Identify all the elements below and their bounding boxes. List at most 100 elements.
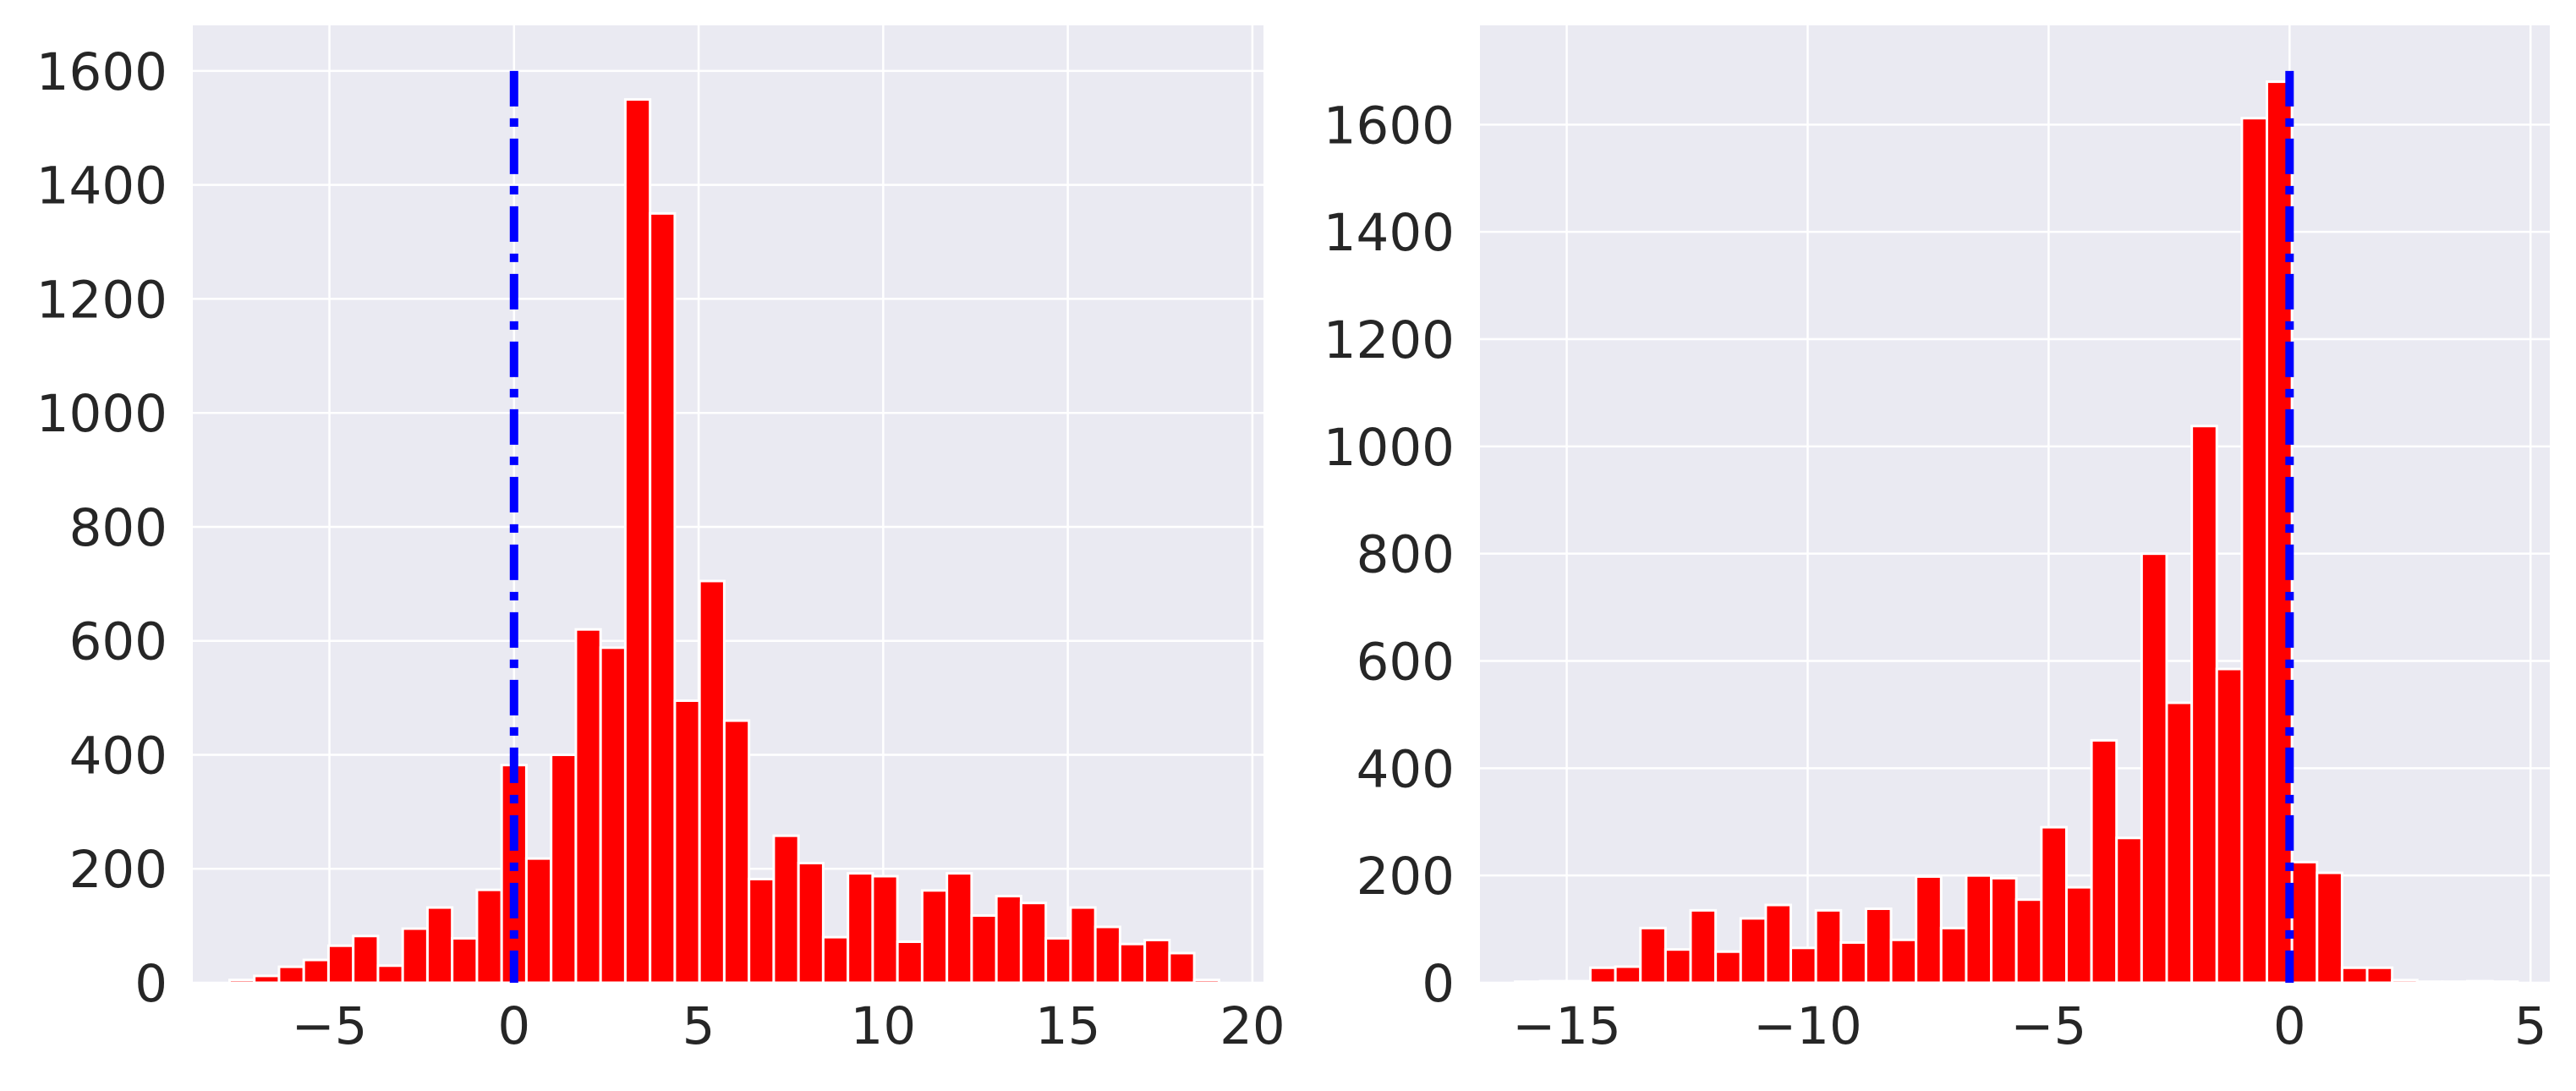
x-tick-label: 0 [497, 996, 530, 1056]
histogram-bar [2190, 425, 2218, 984]
y-tick-label: 400 [69, 726, 167, 786]
histogram-bar [2441, 980, 2469, 984]
histogram-bar [2040, 825, 2068, 984]
histogram-bar [475, 888, 503, 984]
histogram-bar [425, 906, 454, 984]
histogram-bar [1889, 938, 1918, 984]
histogram-bar [995, 895, 1022, 984]
histogram-bar [1990, 876, 2018, 984]
histogram-bar [376, 964, 404, 984]
histogram-bar [1939, 926, 1968, 984]
histogram-bar [1614, 965, 1642, 984]
histogram-bar [1019, 902, 1048, 984]
y-tick-label: 1600 [36, 42, 167, 102]
y-tick-label: 0 [1422, 954, 1455, 1014]
x-tick-label: −5 [2010, 996, 2086, 1056]
histogram-bar [1143, 938, 1171, 984]
histogram-bar [649, 211, 677, 984]
histogram-bar [698, 579, 726, 984]
histogram-bar [550, 753, 578, 984]
y-tick-label: 800 [1357, 525, 1455, 585]
y-tick-label: 1400 [1324, 203, 1455, 263]
histogram-bar [2466, 979, 2494, 984]
histogram-bar [821, 935, 850, 984]
histogram-bar [1514, 980, 1542, 984]
histogram-bar [524, 857, 553, 984]
histogram-bar [2290, 860, 2319, 984]
y-tick-label: 600 [69, 612, 167, 672]
histogram-bar [2140, 552, 2168, 984]
histogram-bar [1093, 925, 1121, 984]
histogram-bar [2064, 885, 2093, 984]
y-tick-label: 200 [1357, 847, 1455, 907]
histogram-bar [2316, 871, 2343, 984]
x-tick-label: −15 [1512, 996, 1621, 1056]
y-tick-label: 1000 [1324, 418, 1455, 478]
histogram-bar [2240, 117, 2269, 984]
histogram-bar [1839, 940, 1867, 984]
histogram-bar [599, 646, 627, 984]
histogram-bar [1663, 948, 1692, 984]
histogram-bar [2340, 966, 2369, 984]
histogram-bar [574, 628, 602, 984]
histogram-bar [2090, 738, 2118, 984]
histogram-bar [401, 927, 429, 984]
histogram-bar [748, 877, 776, 984]
histogram-bar [2215, 667, 2244, 984]
histogram-bar [871, 874, 899, 984]
histogram-bar [253, 974, 281, 984]
histogram-bar [1689, 908, 1718, 984]
histogram-bar [1192, 979, 1220, 984]
histogram-bar [896, 940, 924, 984]
y-tick-label: 1600 [1324, 96, 1455, 156]
histogram-bar [1564, 979, 1592, 984]
y-tick-label: 0 [134, 954, 167, 1014]
histogram-bar [2165, 701, 2194, 984]
histogram-bar [1118, 942, 1147, 984]
histogram-bar [227, 979, 256, 984]
histogram-bar [970, 913, 998, 984]
histogram-bar [1764, 903, 1793, 984]
histogram-bar [673, 699, 701, 984]
histogram-bar [451, 936, 479, 984]
y-tick-label: 600 [1357, 632, 1455, 692]
x-tick-label: 0 [2273, 996, 2306, 1056]
right-histogram-panel: −15 −10 −5 0 5 0 200 400 600 800 1000 1200 1400 1600 [1324, 25, 2550, 1056]
histogram-bar [1588, 966, 1617, 984]
x-tick-label: 5 [682, 996, 715, 1056]
y-tick-label: 800 [69, 498, 167, 558]
histogram-bar [2115, 836, 2143, 984]
histogram-bar [623, 98, 652, 984]
histogram-bar [2014, 898, 2043, 984]
histogram-bar [1789, 946, 1817, 984]
y-tick-label: 200 [69, 840, 167, 900]
x-tick-label: 20 [1219, 996, 1285, 1056]
x-tick-label: 10 [851, 996, 917, 1056]
histogram-bar [1739, 917, 1768, 984]
plot-background [1480, 25, 2550, 983]
histogram-bar [352, 935, 380, 984]
x-tick-label: 5 [2514, 996, 2547, 1056]
histogram-bar [2365, 966, 2394, 984]
x-tick-label: −10 [1753, 996, 1862, 1056]
histogram-bar [1639, 926, 1667, 984]
x-tick-label: 15 [1035, 996, 1101, 1056]
histogram-bar [1814, 908, 1843, 984]
histogram-bar [2491, 980, 2519, 984]
histogram-bar [722, 719, 751, 984]
histogram-bar [1168, 951, 1196, 984]
histogram-bar [920, 889, 949, 984]
histogram-bar [1069, 906, 1097, 984]
x-tick-label: −5 [292, 996, 368, 1056]
histogram-bar [1538, 979, 1567, 984]
y-tick-label: 1200 [1324, 310, 1455, 370]
histogram-bar [1044, 936, 1072, 984]
histogram-bar [1915, 874, 1943, 984]
histogram-bar [302, 958, 330, 984]
histogram-bar [797, 862, 825, 984]
histogram-bar [1714, 950, 1742, 984]
histogram-bar [277, 965, 305, 984]
y-tick-label: 400 [1357, 739, 1455, 799]
